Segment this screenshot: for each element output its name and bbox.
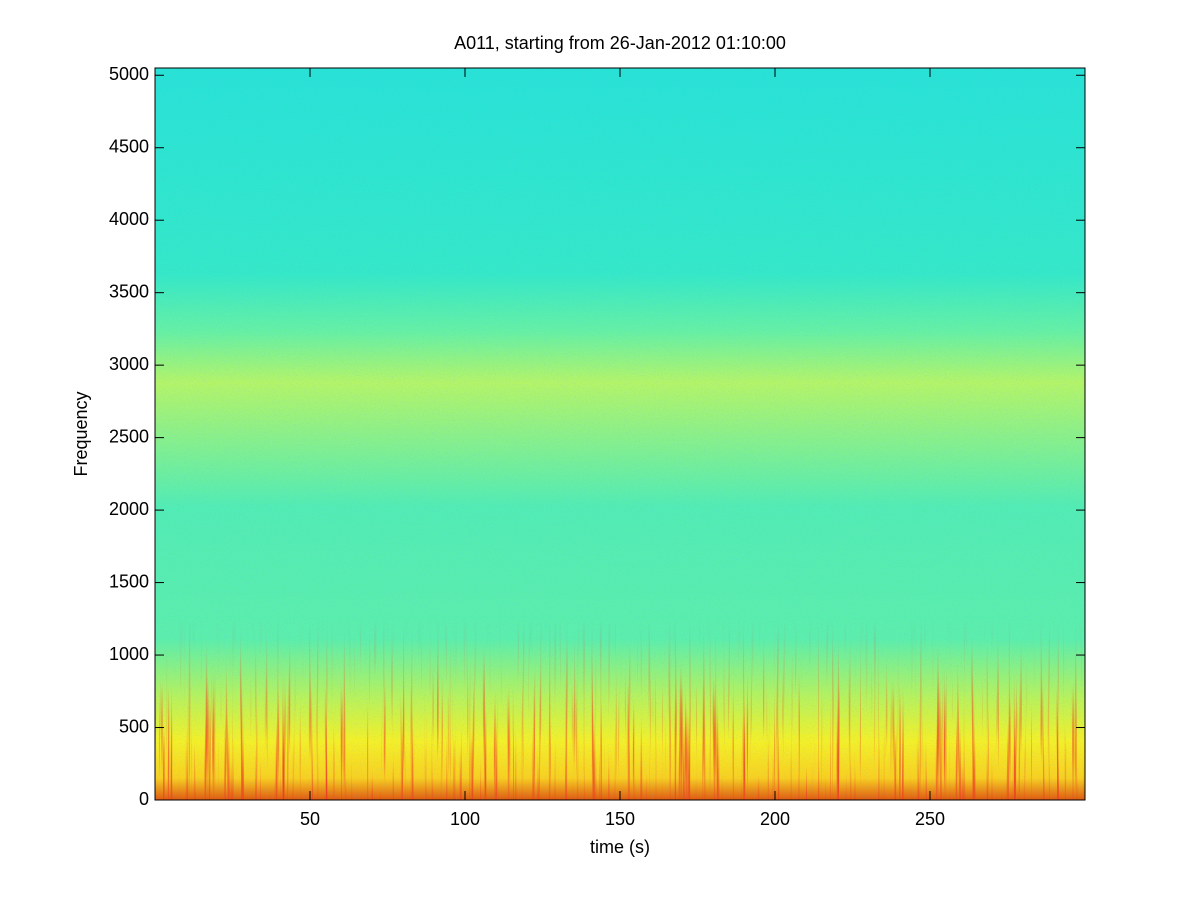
x-tick-label: 250 (915, 809, 945, 829)
spectrogram-image (155, 68, 1085, 800)
x-tick-label: 150 (605, 809, 635, 829)
y-axis-label: Frequency (71, 391, 91, 476)
x-tick-label: 200 (760, 809, 790, 829)
y-tick-label: 0 (139, 789, 149, 809)
y-tick-label: 1500 (109, 571, 149, 591)
y-tick-label: 2000 (109, 499, 149, 519)
y-tick-label: 5000 (109, 64, 149, 84)
x-tick-label: 100 (450, 809, 480, 829)
y-tick-label: 3500 (109, 281, 149, 301)
y-tick-label: 1000 (109, 644, 149, 664)
y-tick-label: 4500 (109, 136, 149, 156)
x-tick-label: 50 (300, 809, 320, 829)
y-tick-label: 500 (119, 716, 149, 736)
x-axis-label: time (s) (590, 837, 650, 857)
y-tick-label: 4000 (109, 209, 149, 229)
y-tick-label: 3000 (109, 354, 149, 374)
y-tick-label: 2500 (109, 426, 149, 446)
chart-title: A011, starting from 26-Jan-2012 01:10:00 (454, 33, 786, 53)
